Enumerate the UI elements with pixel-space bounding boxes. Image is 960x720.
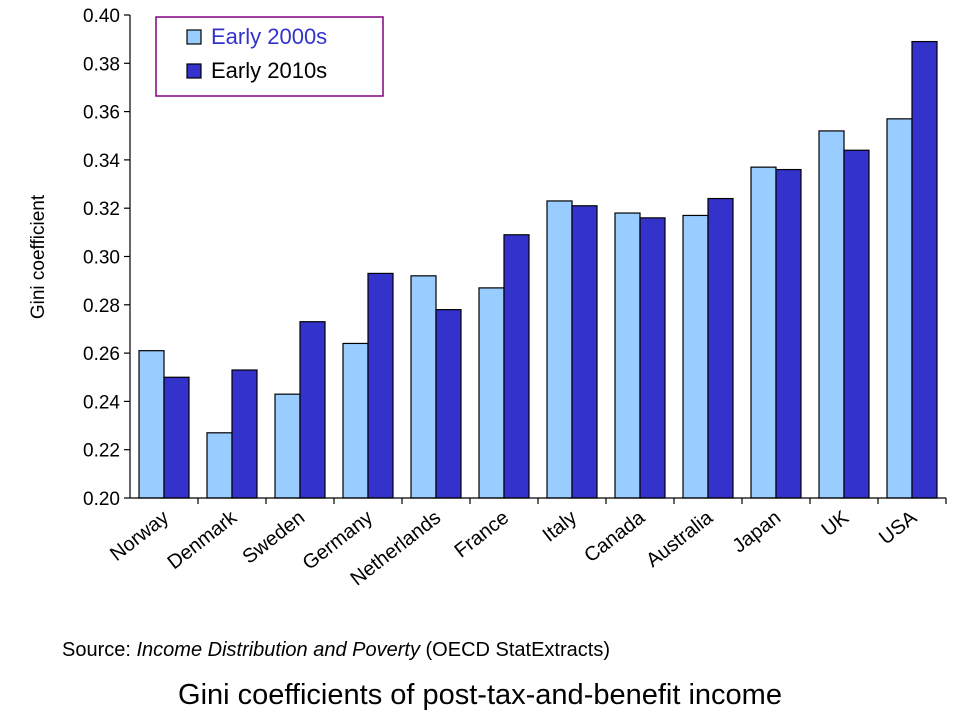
bar-usa-early-2010s <box>912 42 937 498</box>
source-prefix: Source: <box>62 639 136 661</box>
source-suffix: (OECD StatExtracts) <box>420 639 610 661</box>
legend-swatch-early-2010s <box>187 64 201 78</box>
x-tick-label: France <box>450 507 513 563</box>
source-title: Income Distribution and Poverty <box>136 639 419 661</box>
bar-norway-early-2000s <box>139 351 164 498</box>
bar-japan-early-2000s <box>751 167 776 498</box>
legend-swatch-early-2000s <box>187 30 201 44</box>
x-tick-label: Australia <box>642 506 718 572</box>
bar-norway-early-2010s <box>164 377 189 498</box>
slide-caption: Gini coefficients of post-tax-and-benefi… <box>0 679 960 712</box>
bar-denmark-early-2010s <box>232 370 257 498</box>
bars <box>139 42 937 498</box>
bar-uk-early-2000s <box>819 131 844 498</box>
bar-netherlands-early-2000s <box>411 276 436 498</box>
bar-italy-early-2010s <box>572 206 597 498</box>
y-tick-label: 0.38 <box>83 54 120 75</box>
y-tick-label: 0.36 <box>83 103 120 124</box>
legend-label-early-2010s: Early 2010s <box>211 58 327 83</box>
bar-denmark-early-2000s <box>207 433 232 498</box>
x-tick-label: Sweden <box>239 507 310 569</box>
y-tick-label: 0.34 <box>83 151 120 172</box>
x-tick-label: Italy <box>539 507 581 547</box>
x-tick-label: Denmark <box>164 506 242 574</box>
bar-italy-early-2000s <box>547 201 572 498</box>
bar-france-early-2010s <box>504 235 529 498</box>
bar-canada-early-2010s <box>640 218 665 498</box>
y-tick-label: 0.24 <box>83 392 120 413</box>
y-tick-label: 0.22 <box>83 441 120 462</box>
legend-label-early-2000s: Early 2000s <box>211 24 327 49</box>
bar-netherlands-early-2010s <box>436 310 461 498</box>
bar-japan-early-2010s <box>776 170 801 498</box>
y-tick-label: 0.32 <box>83 199 120 220</box>
bar-france-early-2000s <box>479 288 504 498</box>
bar-canada-early-2000s <box>615 213 640 498</box>
bar-uk-early-2010s <box>844 150 869 498</box>
y-tick-label: 0.40 <box>83 6 120 27</box>
bar-australia-early-2010s <box>708 199 733 498</box>
x-tick-label: USA <box>875 506 921 549</box>
source-note: Source: Income Distribution and Poverty … <box>62 639 610 662</box>
x-tick-label: Japan <box>729 507 785 558</box>
y-tick-label: 0.26 <box>83 344 120 365</box>
bar-germany-early-2010s <box>368 273 393 498</box>
y-tick-label: 0.20 <box>83 489 120 510</box>
bar-australia-early-2000s <box>683 215 708 498</box>
legend: Early 2000s Early 2010s <box>156 17 383 96</box>
bar-germany-early-2000s <box>343 343 368 498</box>
x-tick-label: Canada <box>580 506 649 567</box>
bar-usa-early-2000s <box>887 119 912 498</box>
y-axis-title: Gini coefficient <box>28 194 49 319</box>
bar-sweden-early-2010s <box>300 322 325 498</box>
y-axis: 0.20 0.22 0.24 0.26 0.28 0.30 0.32 0.34 0.36 0.38… <box>83 6 130 510</box>
gini-bar-chart: 0.20 0.22 0.24 0.26 0.28 0.30 0.32 0.34 0.36 0.38… <box>0 0 960 635</box>
x-tick-label: UK <box>818 506 854 541</box>
y-tick-label: 0.28 <box>83 296 120 317</box>
y-tick-label: 0.30 <box>83 248 120 269</box>
bar-sweden-early-2000s <box>275 394 300 498</box>
